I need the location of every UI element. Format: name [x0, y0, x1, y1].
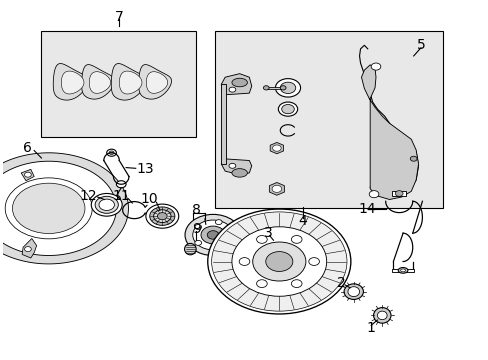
- Text: 8: 8: [191, 203, 200, 217]
- Text: 12: 12: [79, 189, 97, 203]
- Polygon shape: [119, 71, 142, 94]
- Polygon shape: [61, 71, 84, 94]
- Polygon shape: [392, 269, 413, 272]
- Ellipse shape: [207, 209, 350, 314]
- Text: 3: 3: [264, 226, 272, 240]
- Ellipse shape: [265, 252, 292, 271]
- Ellipse shape: [231, 168, 247, 177]
- Ellipse shape: [308, 258, 319, 265]
- Ellipse shape: [228, 163, 235, 168]
- Ellipse shape: [291, 235, 302, 243]
- Ellipse shape: [112, 195, 120, 201]
- Ellipse shape: [153, 210, 171, 222]
- Ellipse shape: [106, 149, 116, 156]
- Bar: [41, 31, 196, 138]
- Polygon shape: [53, 63, 88, 100]
- Ellipse shape: [149, 207, 175, 225]
- Text: 2: 2: [336, 276, 345, 290]
- Text: 14: 14: [357, 202, 375, 216]
- Ellipse shape: [211, 212, 346, 311]
- Ellipse shape: [215, 220, 222, 225]
- Ellipse shape: [252, 242, 305, 281]
- Ellipse shape: [5, 178, 92, 239]
- Polygon shape: [22, 238, 37, 258]
- Polygon shape: [269, 183, 284, 195]
- Ellipse shape: [228, 87, 235, 92]
- Ellipse shape: [373, 307, 390, 323]
- Ellipse shape: [201, 226, 224, 244]
- Text: 1: 1: [366, 321, 375, 335]
- Ellipse shape: [275, 78, 300, 97]
- Polygon shape: [361, 65, 418, 199]
- Ellipse shape: [291, 280, 302, 288]
- Ellipse shape: [344, 284, 363, 300]
- Text: 9: 9: [191, 222, 200, 236]
- Polygon shape: [392, 191, 405, 196]
- Ellipse shape: [227, 233, 234, 238]
- Ellipse shape: [194, 225, 201, 230]
- Ellipse shape: [400, 269, 405, 272]
- Ellipse shape: [347, 287, 359, 297]
- Ellipse shape: [370, 63, 380, 70]
- Ellipse shape: [24, 172, 31, 177]
- Ellipse shape: [272, 145, 281, 151]
- Ellipse shape: [231, 78, 247, 87]
- Ellipse shape: [157, 213, 167, 220]
- Ellipse shape: [377, 311, 386, 320]
- Ellipse shape: [256, 280, 266, 288]
- Ellipse shape: [192, 220, 233, 250]
- Polygon shape: [221, 159, 251, 175]
- Ellipse shape: [239, 258, 249, 265]
- Text: 13: 13: [136, 162, 154, 176]
- Ellipse shape: [99, 199, 114, 211]
- Polygon shape: [265, 87, 283, 89]
- Text: 7: 7: [114, 10, 123, 24]
- Polygon shape: [21, 169, 34, 181]
- Ellipse shape: [194, 240, 201, 245]
- Polygon shape: [146, 72, 167, 93]
- Polygon shape: [221, 74, 251, 95]
- Text: 10: 10: [140, 193, 158, 207]
- Ellipse shape: [256, 235, 266, 243]
- Ellipse shape: [12, 183, 85, 234]
- Ellipse shape: [409, 156, 416, 161]
- Polygon shape: [139, 64, 171, 99]
- Bar: [215, 31, 442, 208]
- Ellipse shape: [280, 82, 295, 94]
- Ellipse shape: [394, 191, 402, 196]
- Ellipse shape: [207, 231, 219, 239]
- Polygon shape: [111, 63, 146, 100]
- Ellipse shape: [95, 196, 118, 213]
- Ellipse shape: [184, 215, 241, 256]
- Ellipse shape: [271, 185, 281, 192]
- Ellipse shape: [278, 102, 297, 116]
- Text: 6: 6: [23, 141, 32, 155]
- Ellipse shape: [231, 227, 326, 296]
- Ellipse shape: [145, 204, 179, 228]
- Ellipse shape: [281, 104, 294, 114]
- Ellipse shape: [368, 191, 378, 198]
- Ellipse shape: [116, 181, 126, 188]
- Ellipse shape: [397, 267, 407, 273]
- Polygon shape: [221, 84, 225, 164]
- Ellipse shape: [215, 245, 222, 250]
- Polygon shape: [0, 153, 128, 264]
- Polygon shape: [89, 72, 110, 93]
- Ellipse shape: [24, 247, 31, 252]
- Polygon shape: [270, 143, 283, 154]
- Ellipse shape: [280, 86, 285, 90]
- Text: 5: 5: [416, 38, 425, 52]
- Text: 4: 4: [298, 214, 306, 228]
- Text: 11: 11: [112, 189, 130, 203]
- Ellipse shape: [184, 243, 196, 255]
- Ellipse shape: [91, 193, 122, 216]
- Polygon shape: [81, 64, 114, 99]
- Ellipse shape: [109, 151, 114, 154]
- Ellipse shape: [263, 86, 268, 90]
